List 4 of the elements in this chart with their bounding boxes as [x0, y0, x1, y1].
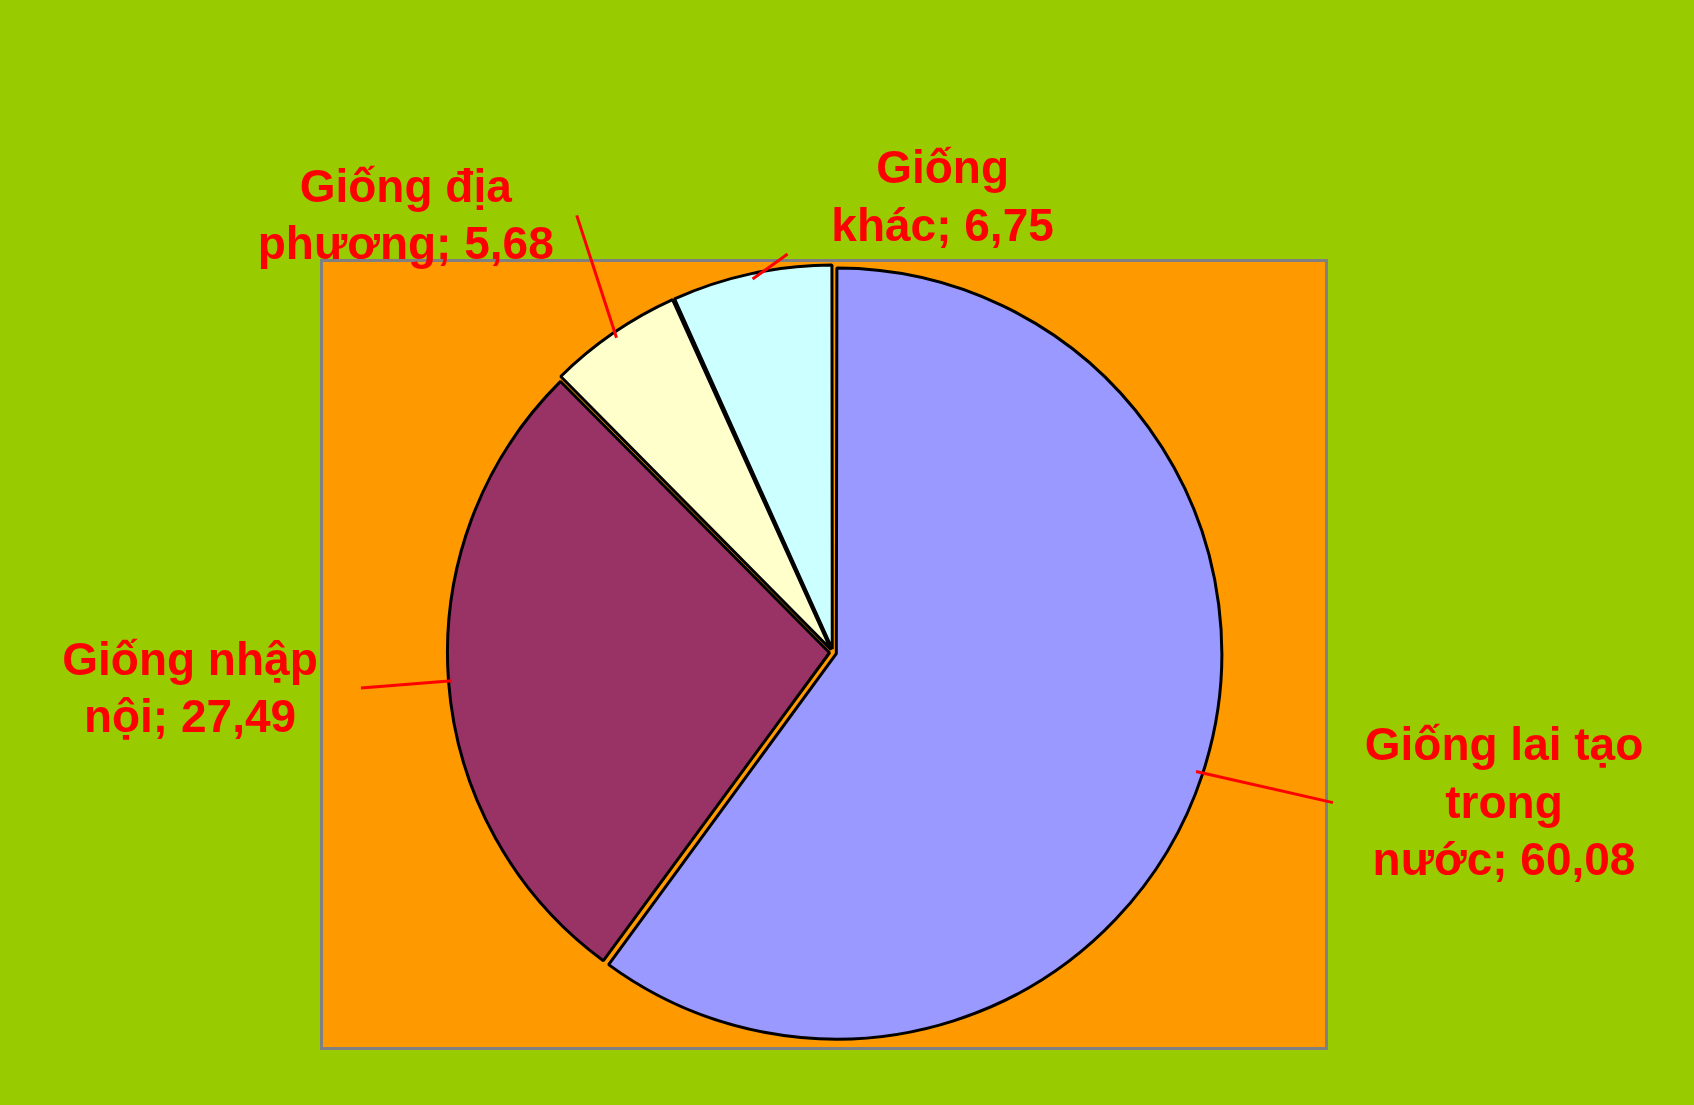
slice-label: Giống lai tạo trong nước; 60,08: [1363, 717, 1645, 888]
slice-label: Giống địa phương; 5,68: [256, 158, 555, 272]
slice-label: Giống nhập nội; 27,49: [61, 631, 319, 745]
slice-label: Giống khác; 6,75: [830, 140, 1055, 253]
